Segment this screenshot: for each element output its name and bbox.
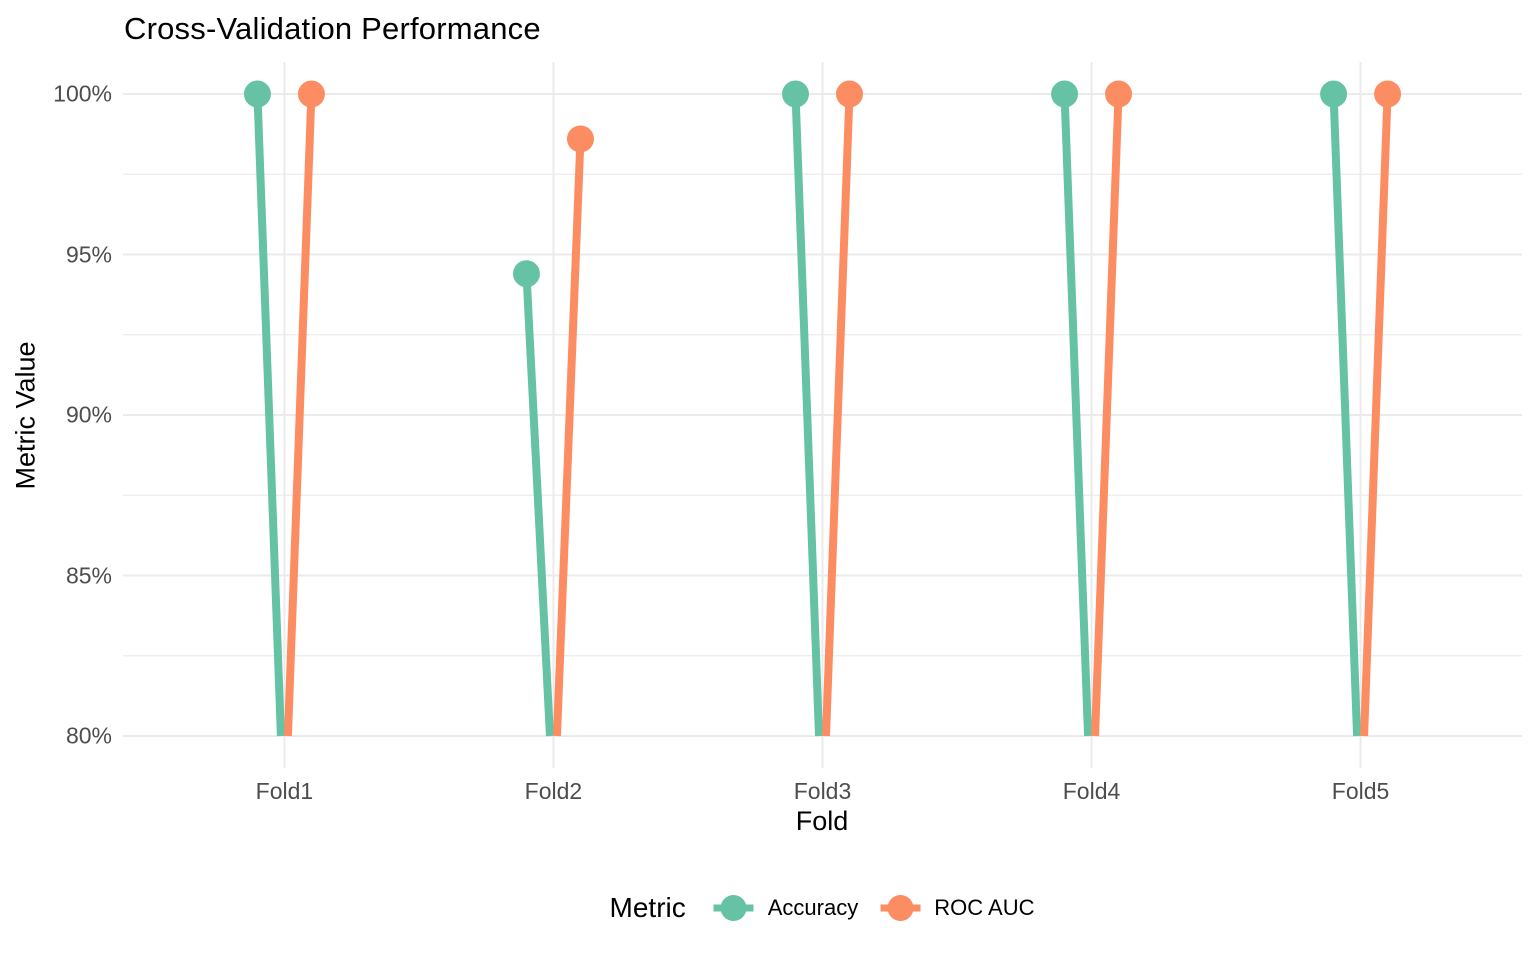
lollipop-stem-accuracy [791, 93, 823, 737]
y-tick-label: 100% [53, 80, 112, 107]
lollipop-stem-accuracy [1060, 93, 1093, 737]
data-point-roc-auc [1374, 80, 1402, 108]
x-tick-label: Fold1 [255, 778, 314, 804]
y-axis-title-box: Metric Value [4, 62, 48, 768]
x-tick-label: Fold4 [1062, 778, 1121, 804]
x-tick-label: Fold2 [524, 778, 583, 804]
legend-title: Metric [609, 892, 686, 923]
data-point-accuracy [243, 80, 271, 108]
lollipop-stem-accuracy [1329, 93, 1362, 737]
data-point-accuracy [1320, 80, 1348, 108]
data-point-accuracy [1051, 80, 1079, 108]
y-tick-label: 90% [65, 401, 112, 428]
legend-item-accuracy: Accuracy [712, 893, 858, 923]
lollipop-stem-roc-auc [552, 138, 585, 737]
data-point-roc-auc [297, 80, 325, 108]
roc-auc-key-icon [880, 895, 921, 921]
x-tick-label: Fold5 [1331, 778, 1390, 804]
lollipop-stem-accuracy [253, 93, 285, 737]
accuracy-key-icon [713, 895, 754, 921]
legend-label-roc-auc: ROC AUC [934, 895, 1035, 920]
y-tick-label: 95% [65, 241, 112, 267]
legend: Metric Accuracy ROC AUC [610, 882, 1035, 934]
y-tick-label: 85% [65, 562, 112, 588]
x-tick-label: Fold3 [793, 778, 852, 804]
y-tick-label: 80% [65, 722, 112, 749]
data-point-roc-auc [836, 80, 863, 108]
data-point-roc-auc [1105, 80, 1133, 108]
legend-label-accuracy: Accuracy [767, 895, 859, 920]
data-point-roc-auc [566, 125, 594, 153]
chart-title: Cross-Validation Performance [124, 11, 541, 46]
lollipop-stem-roc-auc [283, 93, 316, 737]
lollipop-stem-accuracy [522, 273, 554, 737]
data-point-accuracy [512, 260, 540, 288]
y-axis-title: Metric Value [10, 340, 41, 490]
lollipop-stem-roc-auc [822, 93, 854, 737]
x-axis-title: Fold [795, 806, 849, 836]
legend-item-roc-auc: ROC AUC [878, 893, 1034, 923]
data-point-accuracy [782, 80, 809, 108]
lollipop-stem-roc-auc [1091, 93, 1123, 737]
lollipop-stem-roc-auc [1360, 93, 1392, 737]
